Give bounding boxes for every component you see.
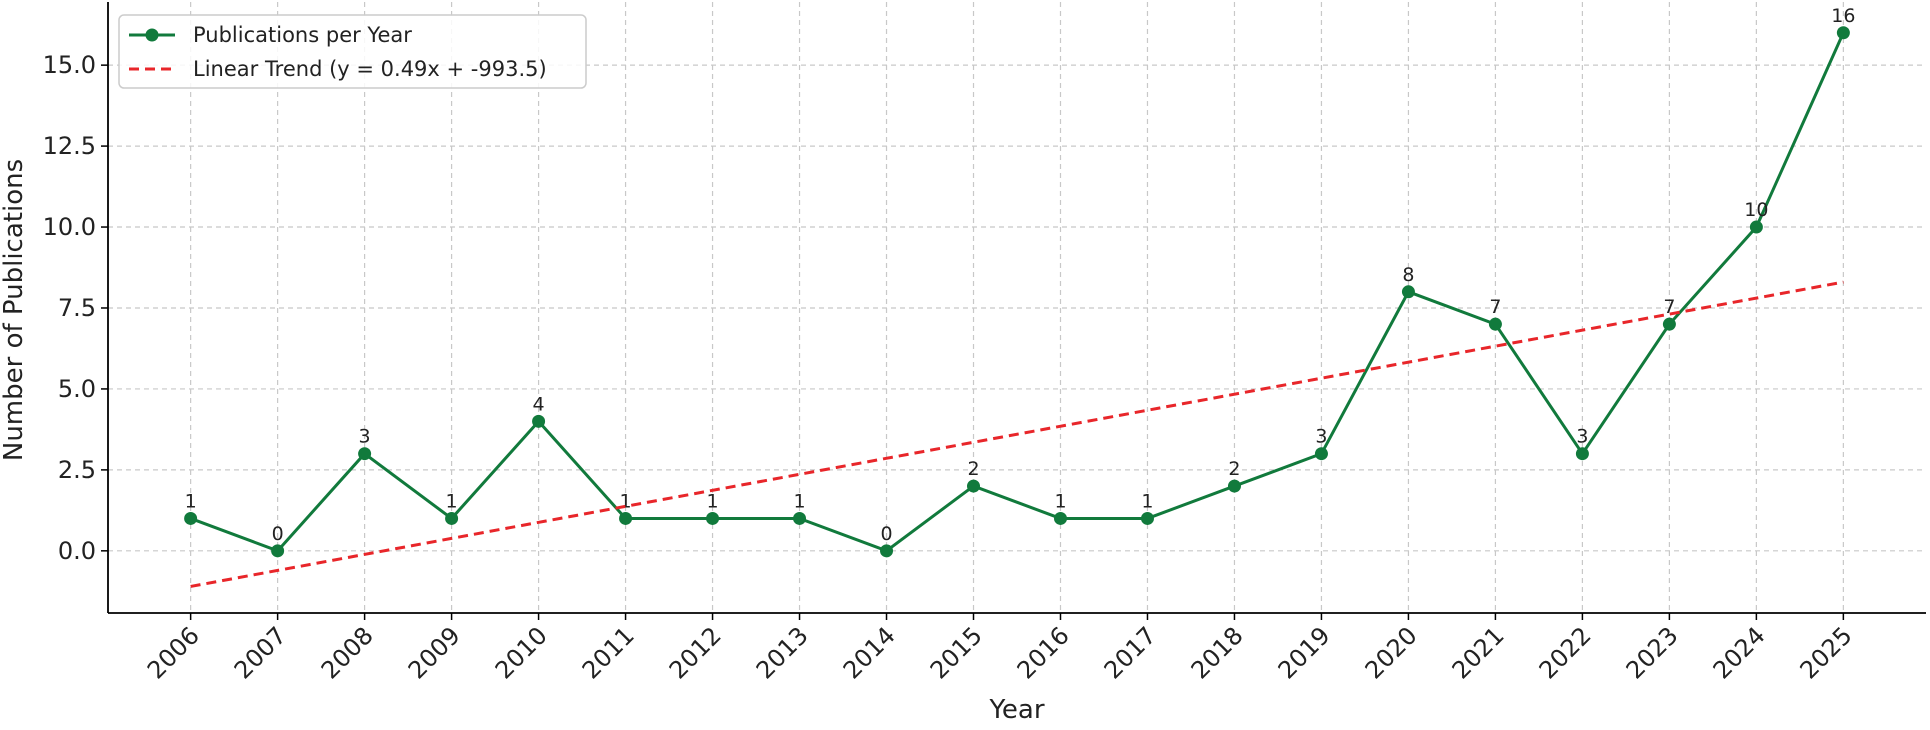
legend-marker	[145, 28, 159, 42]
x-tick-label: 2012	[664, 621, 727, 684]
x-tick-label: 2006	[142, 621, 205, 684]
data-label: 3	[359, 426, 371, 448]
x-tick-label: 2018	[1186, 621, 1249, 684]
point	[445, 511, 459, 525]
legend-label: Linear Trend (y = 0.49x + -993.5)	[193, 57, 547, 81]
x-tick-label: 2022	[1534, 621, 1597, 684]
point	[1140, 511, 1154, 525]
point	[967, 479, 981, 493]
data-label: 7	[1489, 296, 1501, 318]
point	[1575, 447, 1589, 461]
y-tick-label: 2.5	[58, 456, 96, 484]
x-tick-label: 2010	[490, 621, 553, 684]
data-label: 2	[967, 458, 979, 480]
series-line	[190, 32, 1845, 553]
data-label: 1	[185, 490, 197, 512]
y-tick-label: 15.0	[43, 51, 96, 79]
data-label: 4	[533, 393, 545, 415]
x-tick-label: 2013	[751, 621, 814, 684]
point	[619, 511, 633, 525]
y-tick-label: 5.0	[58, 375, 96, 403]
point	[1488, 317, 1502, 331]
data-label: 0	[880, 523, 892, 545]
x-tick-label: 2008	[316, 621, 379, 684]
data-label: 10	[1744, 199, 1768, 221]
point	[1401, 285, 1415, 299]
point	[1836, 26, 1850, 40]
trend-line	[190, 280, 1844, 588]
data-label: 3	[1315, 426, 1327, 448]
x-tick-label: 2025	[1795, 621, 1858, 684]
point	[1227, 479, 1241, 493]
x-tick-label: 2016	[1012, 621, 1075, 684]
y-tick-label: 10.0	[43, 213, 96, 241]
x-axis-title: Year	[988, 695, 1044, 725]
y-tick-label: 12.5	[43, 132, 96, 160]
point	[1053, 511, 1067, 525]
point	[1749, 220, 1763, 234]
x-tick-label: 2020	[1360, 621, 1423, 684]
data-label: 1	[707, 490, 719, 512]
x-tick-label: 2007	[229, 621, 292, 684]
legend-label: Publications per Year	[193, 23, 412, 47]
point	[706, 511, 720, 525]
point	[184, 511, 198, 525]
legend: Publications per Year Linear Trend (y = 0…	[118, 14, 587, 89]
data-label: 1	[446, 490, 458, 512]
y-axis-title: Number of Publications	[0, 159, 29, 461]
x-tick-label: 2014	[838, 621, 901, 684]
x-tick-label: 2019	[1273, 621, 1336, 684]
y-tick-label: 0.0	[58, 537, 96, 565]
data-label: 8	[1402, 264, 1414, 286]
legend-box	[118, 14, 587, 89]
data-label: 1	[1054, 490, 1066, 512]
point	[358, 447, 372, 461]
x-tick-label: 2023	[1621, 621, 1684, 684]
x-tick-label: 2009	[403, 621, 466, 684]
data-label: 16	[1831, 5, 1855, 27]
x-tick-label: 2015	[925, 621, 988, 684]
data-label: 1	[1141, 490, 1153, 512]
data-label: 3	[1576, 426, 1588, 448]
data-label: 2	[1228, 458, 1240, 480]
point	[1662, 317, 1676, 331]
data-label: 7	[1663, 296, 1675, 318]
x-tick-label: 2024	[1708, 621, 1771, 684]
point	[793, 511, 807, 525]
x-tick-label: 2011	[577, 621, 640, 684]
x-tick-label: 2021	[1447, 621, 1510, 684]
point	[880, 544, 894, 558]
point	[1314, 447, 1328, 461]
data-label: 1	[620, 490, 632, 512]
x-tick-label: 2017	[1099, 621, 1162, 684]
point	[532, 414, 546, 428]
data-label: 1	[793, 490, 805, 512]
y-tick-label: 7.5	[58, 294, 96, 322]
data-label: 0	[272, 523, 284, 545]
point	[271, 544, 285, 558]
